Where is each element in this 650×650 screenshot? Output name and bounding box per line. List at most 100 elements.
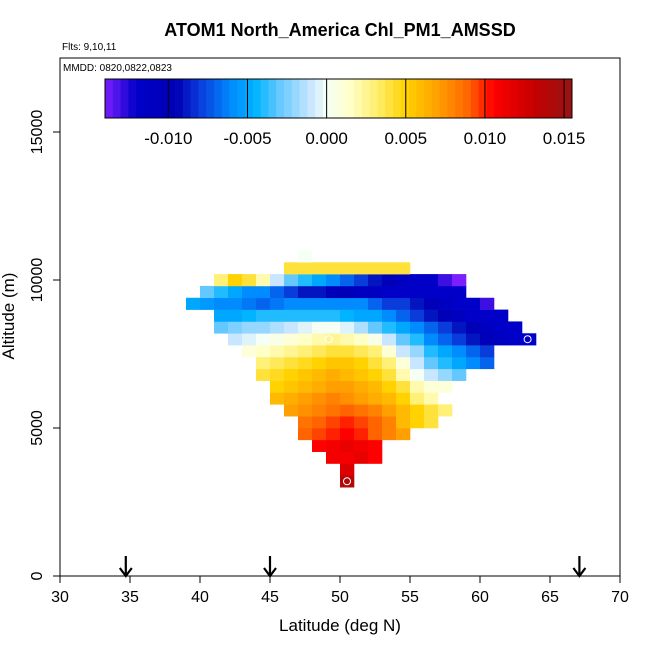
heatmap-cell (284, 309, 299, 322)
heatmap-cell (340, 475, 355, 488)
heatmap-cell (312, 404, 327, 417)
heatmap-cell (284, 356, 299, 370)
markers (118, 250, 587, 578)
heatmap-cell (452, 345, 467, 358)
heatmap-cell (298, 392, 313, 405)
colorbar-segment (486, 79, 495, 118)
colorbar-segment (548, 79, 557, 118)
colorbar-segment (182, 79, 192, 118)
heatmap-cell (424, 356, 439, 370)
colorbar-segment (245, 79, 254, 118)
heatmap-cell (256, 356, 271, 370)
heatmap-cell (312, 321, 327, 334)
colorbar-segment (299, 79, 308, 118)
heatmap-cell (228, 285, 243, 299)
heatmap-cell (382, 404, 397, 417)
heatmap-cell (326, 333, 341, 346)
chart-title: ATOM1 North_America Chl_PM1_AMSSD (164, 20, 515, 40)
heatmap-cell (354, 356, 369, 370)
flights-label: Flts: 9,10,11 (62, 42, 117, 53)
x-tick-label: 30 (51, 589, 69, 606)
heatmap-cell (368, 451, 383, 464)
heatmap-cell (438, 274, 453, 287)
heatmap-cell (312, 428, 327, 441)
heatmap-cell (326, 297, 341, 310)
heatmap-cell (326, 285, 341, 299)
colorbar-segment (447, 79, 456, 118)
heatmap-cell (452, 309, 467, 322)
colorbar-segment (338, 79, 347, 118)
heatmap-cell (340, 285, 355, 299)
heatmap-cell (466, 321, 481, 334)
heatmap-cell (410, 356, 425, 370)
heatmap-cell (200, 285, 215, 299)
heatmap-cell (382, 428, 397, 441)
heatmap-cell (368, 428, 383, 441)
heatmap-cell (340, 321, 355, 334)
heatmap-cell (354, 321, 369, 334)
colorbar-tick-label: 0.005 (385, 129, 428, 148)
x-tick-label: 55 (401, 589, 419, 606)
colorbar-segment (175, 79, 184, 118)
heatmap-cell (452, 285, 467, 299)
heatmap-cell (256, 345, 271, 358)
colorbar-segment (105, 79, 114, 118)
heatmap-cell (242, 309, 257, 322)
heatmap-cell (312, 368, 327, 381)
heatmap-cell (228, 309, 243, 322)
heatmap-cell (340, 380, 355, 393)
heatmap-cell (340, 404, 355, 417)
heatmap-cell (410, 345, 425, 358)
heatmap-cell (396, 285, 411, 299)
heatmap-cell (382, 274, 397, 287)
heatmap-cell (424, 285, 439, 299)
heatmap-cell (270, 380, 285, 393)
colorbar-segment (268, 79, 277, 118)
colorbar-segment (252, 79, 262, 118)
colorbar-segment (424, 79, 433, 118)
heatmap-cell (284, 262, 299, 275)
heatmap-cell (298, 333, 313, 346)
heatmap-cell (368, 321, 383, 334)
heatmap-cell (368, 380, 383, 393)
heatmap-cell (466, 297, 481, 310)
heatmap-cell (368, 416, 383, 429)
heatmap-cell (354, 404, 369, 417)
heatmap-cell (410, 380, 425, 393)
heatmap-cell (326, 309, 341, 322)
heatmap-cell (494, 333, 509, 346)
heatmap-cell (424, 333, 439, 346)
heatmap-cell (298, 285, 313, 299)
heatmap-cell (368, 368, 383, 381)
sample-circle-marker (434, 250, 442, 259)
heatmap-cell (480, 309, 495, 322)
heatmap-cell (410, 392, 425, 405)
heatmap-cell (270, 368, 285, 381)
heatmap-cell (270, 274, 285, 287)
y-tick-label: 0 (29, 571, 46, 580)
heatmap-cell (312, 274, 327, 287)
colorbar-segment (276, 79, 285, 118)
heatmap-cell (354, 380, 369, 393)
heatmap-cell (396, 274, 411, 287)
heatmap-cell (340, 345, 355, 358)
heatmap-cell (382, 333, 397, 346)
heatmap-cell (340, 309, 355, 322)
heatmap-cell (438, 297, 453, 310)
colorbar-segment (501, 79, 511, 118)
y-tick-label: 5000 (29, 410, 46, 446)
heatmap-cell (424, 345, 439, 358)
heatmap-cell (312, 356, 327, 370)
heatmap-cell (396, 416, 411, 429)
heatmap-cell (326, 262, 341, 275)
heatmap-cell (228, 321, 243, 334)
heatmap-cell (396, 380, 411, 393)
heatmap-cell (256, 368, 271, 381)
heatmap-cell (284, 285, 299, 299)
heatmap-cell (326, 380, 341, 393)
colorbar-segment (112, 79, 121, 118)
heatmap-cell (242, 321, 257, 334)
heatmap-cell (452, 321, 467, 334)
heatmap-cell (382, 392, 397, 405)
heatmap-cell (228, 297, 243, 310)
